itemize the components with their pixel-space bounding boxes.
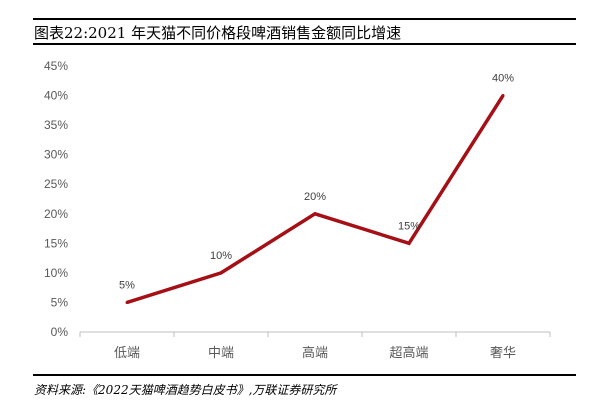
data-point	[219, 271, 223, 275]
data-point	[501, 94, 505, 98]
x-category-label: 低端	[114, 346, 140, 361]
data-point	[125, 300, 129, 304]
y-tick-label: 15%	[44, 236, 68, 250]
top-rule	[33, 18, 576, 20]
y-tick-label: 0%	[51, 325, 69, 339]
title-rule	[33, 43, 576, 45]
y-tick-label: 40%	[44, 89, 68, 103]
chart-title: 图表22:2021 年天猫不同价格段啤酒销售金额同比增速	[34, 24, 402, 42]
x-category-label: 超高端	[389, 345, 428, 361]
source-note: 资料来源:《2022天猫啤酒趋势白皮书》,万联证券研究所	[34, 383, 337, 397]
y-tick-label: 30%	[44, 148, 68, 162]
data-point	[313, 212, 317, 216]
data-point	[407, 241, 411, 245]
data-label: 15%	[398, 220, 420, 232]
bottom-rule	[33, 374, 576, 376]
y-tick-label: 5%	[51, 295, 69, 309]
y-tick-label: 25%	[44, 177, 68, 191]
data-label: 10%	[210, 250, 232, 262]
y-tick-label: 45%	[44, 59, 68, 73]
y-tick-label: 35%	[44, 118, 68, 132]
x-category-label: 奢华	[490, 346, 516, 361]
data-label: 20%	[304, 191, 326, 203]
x-category-label: 高端	[302, 345, 328, 361]
data-label: 5%	[119, 279, 135, 291]
x-category-label: 中端	[208, 346, 234, 361]
y-tick-label: 10%	[44, 266, 68, 280]
data-label: 40%	[492, 73, 514, 85]
y-tick-label: 20%	[44, 207, 68, 221]
